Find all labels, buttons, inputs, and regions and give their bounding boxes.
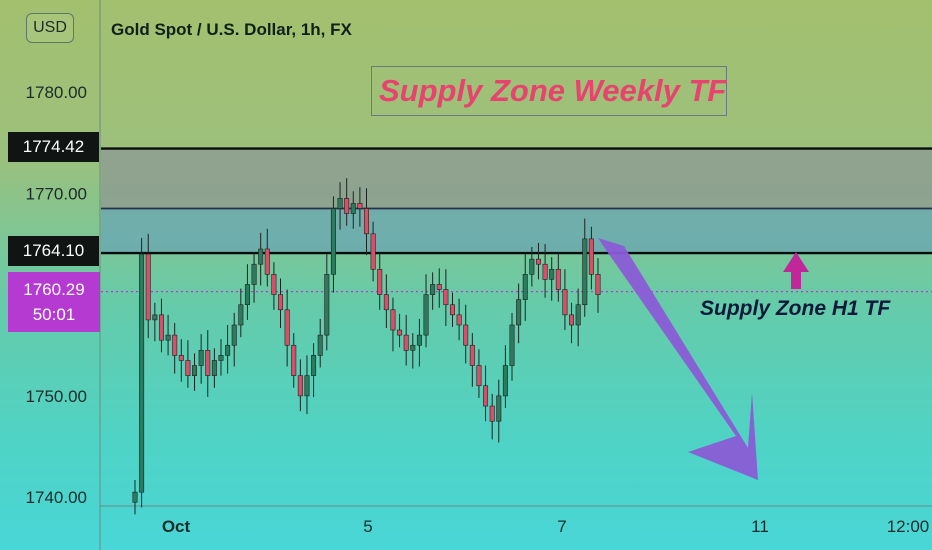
candle-body-50	[463, 324, 469, 346]
y-tick-label-2: 1750.00	[26, 387, 87, 406]
weekly-zone-label: Supply Zone Weekly TF	[379, 73, 727, 108]
candle-body-17	[244, 284, 250, 306]
candle-body-20	[264, 248, 270, 275]
candle-body-47	[443, 289, 449, 306]
candle-body-11	[205, 350, 211, 376]
candle-body-0	[132, 491, 138, 503]
candle-body-66	[569, 314, 575, 326]
candle-body-62	[542, 263, 548, 280]
candle-body-14	[225, 344, 231, 356]
candle-body-34	[357, 203, 363, 209]
chart-title: Gold Spot / U.S. Dollar, 1h, FX	[111, 20, 352, 39]
candle-body-48	[449, 304, 455, 316]
candle-body-69	[588, 238, 594, 275]
candle-body-42	[410, 344, 416, 351]
candle-body-16	[238, 304, 244, 326]
candle-body-61	[535, 258, 541, 265]
candle-body-56	[502, 365, 508, 397]
candle-body-52	[476, 365, 482, 387]
candle-body-51	[469, 344, 475, 366]
up-arrow-icon	[783, 252, 809, 289]
candle-body-2	[145, 253, 151, 321]
candle-body-33	[350, 203, 356, 214]
candle-body-30	[330, 208, 336, 275]
candle-body-40	[397, 329, 403, 336]
candle-body-32	[344, 198, 350, 214]
candle-body-49	[456, 314, 462, 326]
x-tick-label-3: 11	[751, 517, 769, 536]
current-price-value: 1760.29	[23, 280, 85, 299]
x-tick-label-0: Oct	[162, 517, 191, 536]
candle-body-41	[403, 334, 409, 351]
candle-body-65	[562, 289, 568, 316]
candle-body-44	[423, 294, 429, 336]
candle-body-27	[311, 355, 317, 376]
supply-zone-0	[101, 148, 932, 209]
candle-body-54	[489, 405, 495, 422]
y-tick-label-3: 1740.00	[26, 488, 87, 507]
current-price-tag: 1760.29 50:01	[8, 272, 100, 332]
candle-body-7	[178, 355, 184, 361]
candle-body-9	[192, 365, 198, 376]
candle-body-12	[211, 360, 217, 376]
candle-body-36	[370, 233, 376, 270]
candle-body-38	[383, 294, 389, 311]
h1-zone-label: Supply Zone H1 TF	[700, 297, 891, 320]
candle-body-26	[304, 375, 310, 397]
candle-body-19	[258, 248, 264, 265]
candle-body-39	[390, 309, 396, 331]
candle-body-4	[158, 314, 164, 341]
candle-body-68	[582, 238, 588, 306]
candle-body-23	[284, 309, 290, 346]
candle-body-29	[324, 274, 330, 336]
candle-body-64	[555, 268, 561, 290]
candle-body-43	[416, 334, 422, 346]
candle-body-15	[231, 324, 237, 346]
bar-countdown: 50:01	[32, 305, 76, 324]
weekly-zone-annotation: Supply Zone Weekly TF	[371, 66, 727, 116]
candle-body-60	[529, 258, 535, 275]
candle-body-35	[363, 208, 369, 235]
candle-body-46	[436, 284, 442, 290]
down-arrow-icon	[598, 238, 758, 480]
x-tick-label-2: 7	[557, 517, 566, 536]
y-tick-label-1: 1770.00	[26, 184, 87, 203]
currency-badge[interactable]: USD	[26, 13, 74, 43]
candle-body-1	[139, 253, 145, 493]
candle-body-55	[496, 395, 502, 422]
candle-body-10	[198, 350, 204, 366]
candle-body-8	[185, 360, 191, 376]
candle-body-24	[291, 344, 297, 376]
candle-body-70	[595, 274, 601, 295]
candle-body-31	[337, 198, 343, 209]
candle-body-28	[317, 334, 323, 356]
candle-body-45	[430, 284, 436, 295]
y-tick-label-0: 1780.00	[26, 83, 87, 102]
candle-body-5	[165, 334, 171, 341]
candle-body-57	[509, 324, 515, 366]
candle-body-13	[218, 355, 224, 361]
price-tag-lower: 1764.10	[8, 236, 99, 266]
candle-body-67	[575, 304, 581, 326]
x-tick-label-4: 12:00	[887, 517, 930, 536]
x-tick-label-1: 5	[363, 517, 372, 536]
candle-body-37	[377, 268, 383, 295]
candle-body-3	[152, 314, 158, 321]
candle-body-6	[172, 334, 178, 356]
candle-body-59	[522, 274, 528, 300]
candle-body-58	[516, 299, 522, 326]
supply-zone-1	[101, 208, 932, 254]
candle-body-18	[251, 263, 257, 285]
price-tag-upper: 1774.42	[8, 132, 99, 162]
candle-body-53	[483, 385, 489, 407]
candle-body-22	[278, 294, 284, 311]
candle-body-63	[549, 268, 555, 280]
candle-body-21	[271, 274, 277, 295]
candle-body-25	[297, 375, 303, 397]
